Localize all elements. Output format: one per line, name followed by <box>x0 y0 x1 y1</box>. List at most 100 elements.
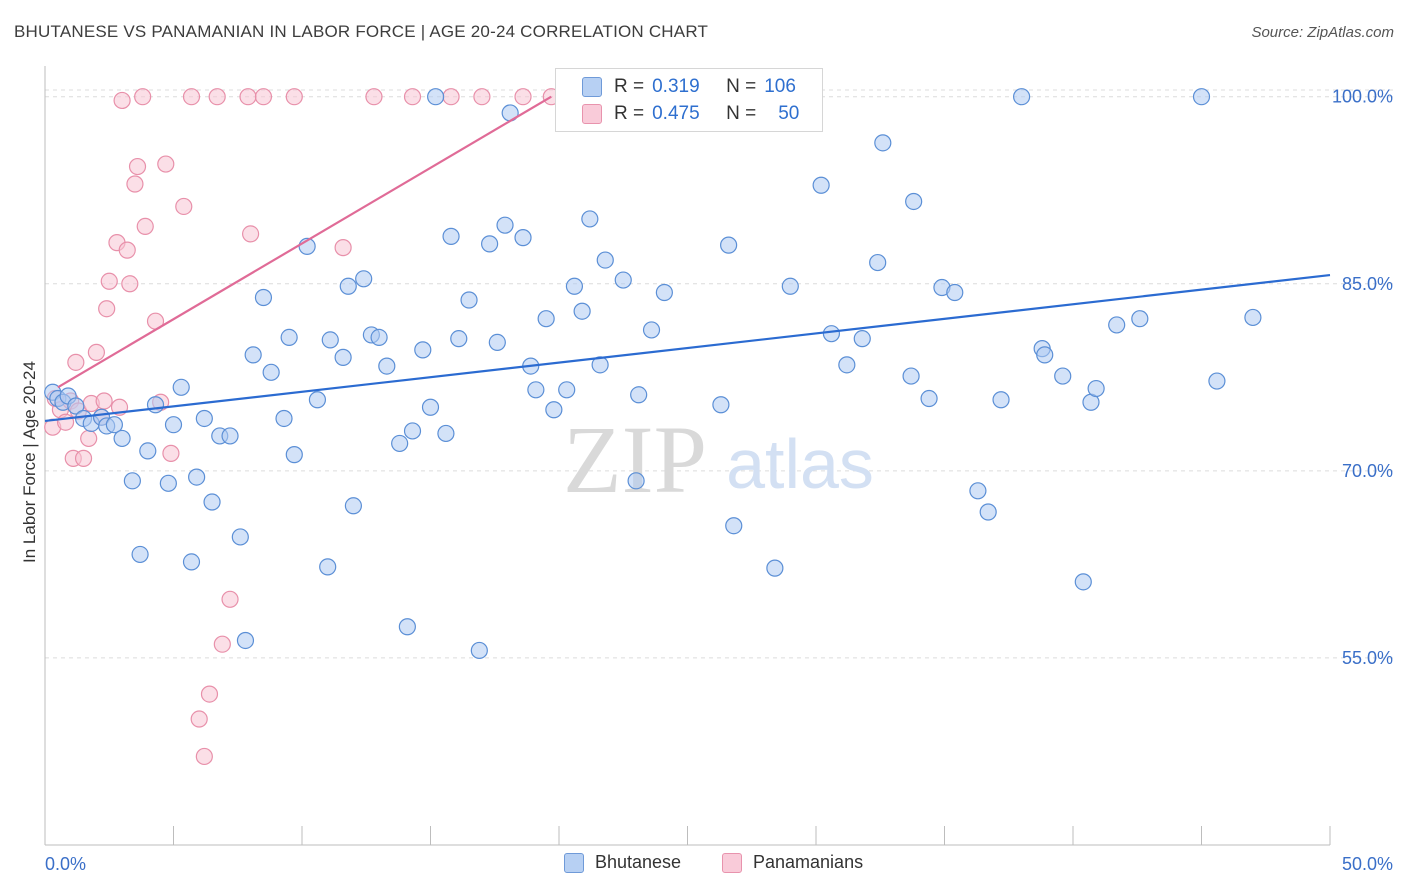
bhutanese-point <box>630 386 648 404</box>
bhutanese-point <box>403 422 422 440</box>
bhutanese-point <box>113 429 131 448</box>
y-tick-label: 100.0% <box>1332 87 1393 107</box>
panamanians-point <box>365 88 383 106</box>
chart-title: BHUTANESE VS PANAMANIAN IN LABOR FORCE |… <box>14 22 709 41</box>
panamanians-point <box>514 88 532 106</box>
bhutanese-point <box>319 558 337 576</box>
bhutanese-point <box>275 409 293 428</box>
panamanians-point <box>208 88 226 106</box>
bhutanese-point <box>450 330 468 348</box>
bhutanese-point <box>427 88 445 106</box>
bhutanese-point <box>905 192 923 211</box>
legend-item-panamanians[interactable]: Panamanians <box>722 852 863 873</box>
bhutanese-point <box>992 391 1010 409</box>
bhutanese-point <box>642 321 661 339</box>
bhutanese-point <box>720 236 738 254</box>
bhutanese-point <box>123 472 141 490</box>
panamanians-point <box>403 88 422 106</box>
panamanians-point <box>98 300 116 318</box>
tick-labels: 55.0% 70.0% 85.0% 100.0% 0.0% 50.0% <box>45 87 1393 874</box>
bhutanese-point <box>280 328 298 347</box>
bhutanese-point <box>902 367 920 385</box>
bhutanese-point <box>1244 308 1262 327</box>
panamanians-point <box>113 91 131 110</box>
bhutanese-point <box>437 424 455 443</box>
panamanians-point <box>118 241 136 259</box>
bhutanese-point <box>262 363 280 381</box>
y-tick-label: 85.0% <box>1342 274 1393 294</box>
bhutanese-point <box>139 442 157 460</box>
series-legend: Bhutanese Panamanians <box>0 852 1406 878</box>
bhutanese-trend-line <box>44 273 1331 423</box>
bhutanese-point <box>545 401 563 419</box>
bhutanese-point <box>614 271 632 289</box>
panamanians-point <box>100 272 118 290</box>
panamanians-point <box>200 685 219 703</box>
bhutanese-point <box>182 553 201 571</box>
bhutanese-point <box>766 559 784 577</box>
legend-item-bhutanese[interactable]: Bhutanese <box>564 852 681 873</box>
bhutanese-point <box>514 229 532 247</box>
panamanians-point <box>190 710 208 728</box>
bhutanese-point <box>869 253 887 272</box>
watermark-atlas: atlas <box>726 425 874 503</box>
bhutanese-point <box>874 134 892 152</box>
bhutanese-point <box>1131 310 1149 328</box>
legend-r-label: R = <box>614 103 645 124</box>
panamanians-point <box>334 239 352 257</box>
bhutanese-point <box>969 482 987 500</box>
legend-r-value: 0.319 <box>652 76 700 97</box>
bhutanese-point <box>496 216 514 234</box>
bhutanese-point <box>822 325 841 343</box>
panamanians-point <box>254 88 273 106</box>
legend-label-panamanians: Panamanians <box>753 852 864 872</box>
bhutanese-point <box>558 381 576 399</box>
legend-label-bhutanese: Bhutanese <box>595 852 682 872</box>
bhutanese-point <box>920 389 938 408</box>
bhutanese-point <box>391 434 409 453</box>
watermark-zip: ZIP <box>563 406 707 513</box>
panamanians-point <box>242 225 260 243</box>
bhutanese-point <box>1087 379 1105 398</box>
bhutanese-point <box>470 641 488 660</box>
x-tick-label: 0.0% <box>45 854 86 874</box>
bhutanese-point <box>1208 372 1226 390</box>
bhutanese-point <box>853 330 871 348</box>
legend-n-label: N = <box>726 103 757 124</box>
legend-n-value: 50 <box>778 103 800 124</box>
bhutanese-point <box>812 176 830 194</box>
bhutanese-point <box>1192 88 1211 106</box>
bhutanese-point <box>1012 88 1031 106</box>
bhutanese-point <box>334 348 352 366</box>
bhutanese-point <box>172 378 190 396</box>
trend-lines <box>44 95 1331 423</box>
panamanians-point <box>121 275 139 293</box>
panamanians-point <box>442 88 460 106</box>
bhutanese-point <box>537 310 555 328</box>
bhutanese-point <box>236 631 255 650</box>
bhutanese-point <box>596 251 614 269</box>
panamanians-point <box>80 429 98 448</box>
bhutanese-point <box>1108 316 1126 334</box>
panamanians-point <box>473 88 491 106</box>
bhutanese-point <box>285 446 303 464</box>
bhutanese-point <box>203 493 221 511</box>
bhutanese-point <box>442 227 460 245</box>
legend-n-label: N = <box>726 76 757 97</box>
bhutanese-point <box>979 503 997 521</box>
panamanians-point <box>126 175 144 193</box>
legend-swatch-blue <box>564 852 584 873</box>
panamanians-point <box>162 444 180 462</box>
bhutanese-point <box>712 396 730 414</box>
bhutanese-point <box>355 270 373 288</box>
panamanians-point <box>213 635 231 653</box>
bhutanese-point <box>838 356 856 374</box>
bhutanese-point <box>398 618 416 636</box>
bhutanese-point <box>308 391 327 409</box>
bhutanese-point <box>67 397 85 415</box>
bhutanese-point <box>725 517 743 535</box>
gridlines <box>45 89 1395 659</box>
bhutanese-point <box>421 398 440 416</box>
panamanians-point <box>74 449 93 467</box>
